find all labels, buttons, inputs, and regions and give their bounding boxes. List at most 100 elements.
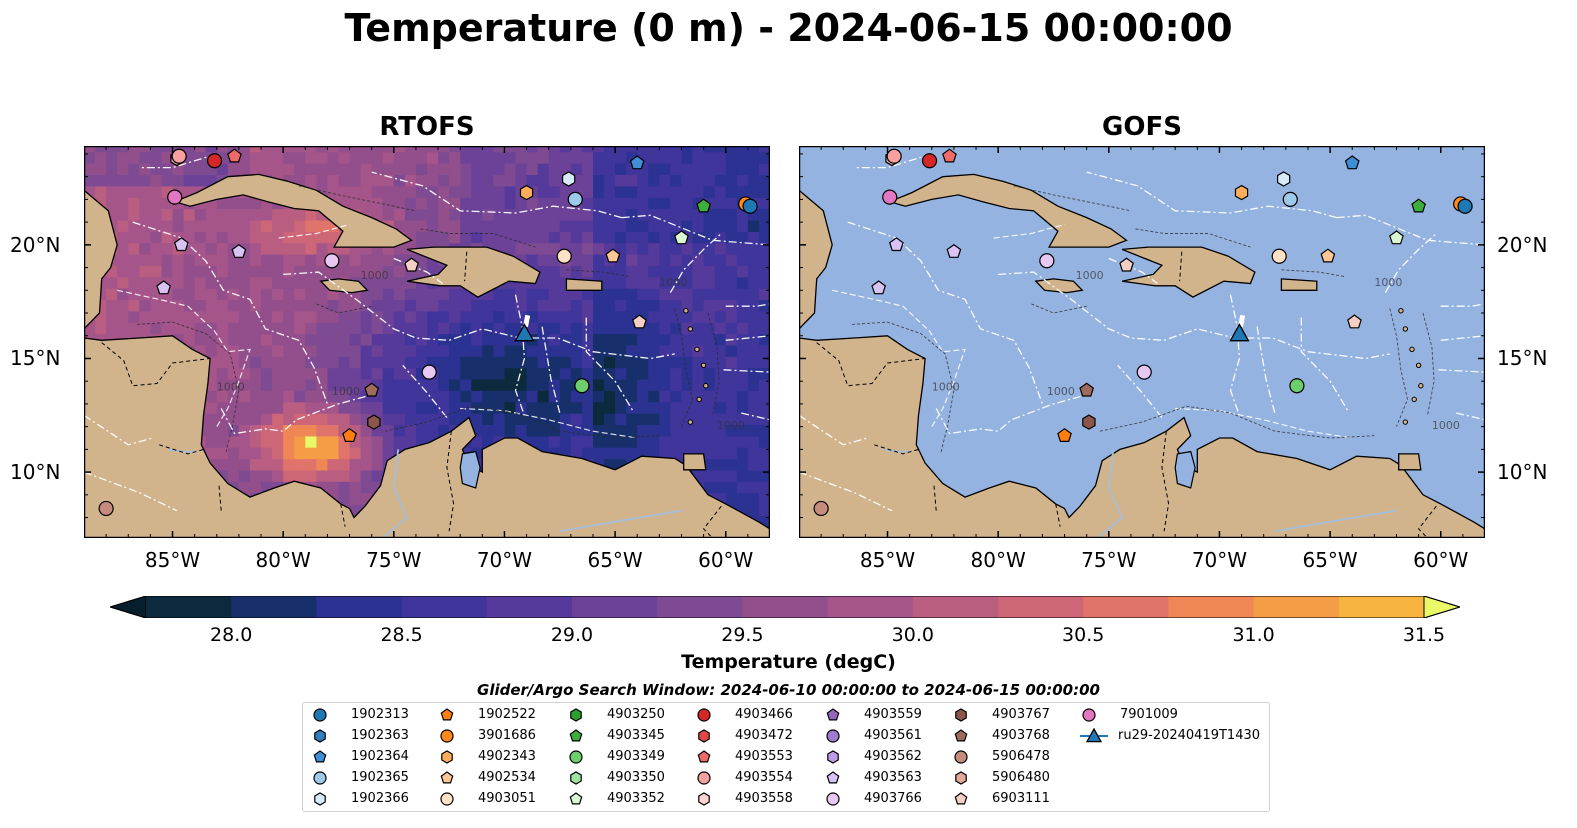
legend-marker-icon — [440, 771, 454, 784]
panel-title-rtofs: RTOFS — [379, 112, 475, 142]
legend-label: 4903558 — [735, 791, 793, 806]
float-marker-4903466 — [921, 153, 938, 169]
colorbar-segment — [486, 596, 573, 618]
float-marker-1902364 — [1344, 155, 1360, 170]
argo-floats — [813, 148, 1473, 517]
legend-marker-icon — [313, 750, 327, 763]
x-tick-label: 65°W — [587, 548, 643, 572]
colorbar-tick-label: 29.0 — [550, 624, 594, 646]
float-marker-1902365 — [1282, 191, 1298, 208]
legend: 1902313 1902363 1902364 1902365 1902366 19025… — [302, 702, 1270, 812]
colorbar-segment — [998, 596, 1084, 618]
country-borders — [101, 251, 722, 538]
legend-label: 4903250 — [607, 707, 665, 722]
tick-marks — [799, 146, 1485, 538]
colorbar-tick-label: 30.5 — [1062, 624, 1105, 646]
float-marker-6903111 — [404, 257, 419, 272]
legend-label: 4903051 — [478, 791, 536, 806]
contour-label: 1000 — [361, 269, 389, 282]
map-frame — [799, 146, 1485, 538]
legend-label: 4903766 — [864, 791, 922, 806]
colorbar-segment — [1338, 596, 1425, 618]
colorbar-tick-label: 28.0 — [210, 624, 253, 646]
y-tick-label: 20°N — [10, 232, 61, 257]
float-marker-4903563 — [888, 237, 904, 252]
float-marker-6903111 — [1119, 257, 1134, 272]
legend-marker-icon — [314, 792, 326, 806]
legend-label: 4903350 — [607, 770, 665, 785]
x-tick-label: 70°W — [1191, 548, 1248, 572]
colorbar-tick-label: 31.5 — [1402, 624, 1446, 646]
float-marker-4903352 — [674, 230, 689, 245]
float-marker-4903051 — [1271, 248, 1287, 264]
float-marker-4903553 — [227, 148, 242, 163]
tick-marks — [84, 146, 770, 538]
legend-marker-icon — [440, 708, 454, 721]
float-marker-1902366 — [562, 171, 576, 187]
lake-maracaibo — [459, 450, 481, 489]
legend-marker-icon — [697, 750, 711, 763]
float-marker-4902534 — [1320, 248, 1336, 263]
float-marker-4903766 — [324, 253, 340, 269]
legend-marker-icon — [698, 792, 710, 806]
legend-label: 4903349 — [607, 749, 665, 764]
legend-label: 1902365 — [351, 770, 409, 785]
legend-marker-icon — [954, 729, 968, 742]
float-marker-4903349 — [574, 378, 590, 394]
x-tick-label: 80°W — [970, 548, 1026, 572]
x-tick-label: 85°W — [144, 548, 201, 572]
legend-label: 4903768 — [992, 728, 1050, 743]
legend-label: 4903553 — [735, 749, 793, 764]
y-tick-label: 15°N — [10, 346, 61, 371]
colorbar-over-arrow — [1423, 596, 1460, 618]
float-marker-4903349 — [1289, 378, 1305, 394]
legend-label: 4903345 — [607, 728, 665, 743]
float-marker-4903563 — [871, 280, 887, 295]
lake-maracaibo — [1174, 450, 1196, 489]
legend-label: 3901686 — [478, 728, 536, 743]
float-marker-4902534 — [605, 248, 621, 263]
map-frame — [84, 146, 770, 538]
legend-marker-icon — [1080, 728, 1108, 743]
colorbar-tick-label: 28.5 — [380, 624, 423, 646]
float-marker-4903767 — [367, 414, 381, 430]
x-tick-label: 75°W — [1081, 548, 1137, 572]
legend-label: 5906478 — [992, 749, 1050, 764]
x-tick-label: 70°W — [476, 548, 533, 572]
search-window-caption: Glider/Argo Search Window: 2024-06-10 00… — [477, 681, 1100, 699]
contour-label: 1000 — [932, 380, 960, 393]
contour-label: 1000 — [1374, 276, 1402, 289]
float-marker-7901009 — [882, 189, 898, 205]
legend-label: 4903561 — [864, 728, 922, 743]
float-marker-4903345 — [696, 198, 712, 213]
colorbar-tick-label: 29.5 — [721, 624, 764, 646]
legend-label: 4903466 — [735, 707, 793, 722]
float-marker-5906478 — [98, 500, 114, 517]
bathymetry-contours — [852, 185, 1435, 455]
shelf-outlines — [832, 223, 1353, 439]
eez-boundaries — [799, 153, 1485, 512]
float-marker-7901009 — [167, 189, 183, 205]
float-marker-4903768 — [1079, 382, 1095, 397]
colorbar-segment — [146, 596, 232, 618]
legend-label: 4903562 — [864, 749, 922, 764]
float-marker-4903466 — [206, 153, 223, 169]
legend-marker-icon — [440, 729, 454, 743]
legend-label: 1902313 — [351, 707, 409, 722]
legend-marker-icon — [570, 708, 582, 722]
float-marker-4903563 — [173, 237, 189, 252]
contour-label: 1000 — [332, 385, 360, 398]
contour-label: 1000 — [1076, 269, 1104, 282]
legend-label: 4903767 — [992, 707, 1050, 722]
legend-label: 1902366 — [351, 791, 409, 806]
legend-marker-icon — [313, 708, 327, 722]
legend-marker-icon — [826, 792, 840, 806]
float-marker-4903051 — [556, 248, 572, 264]
float-marker-4903563 — [231, 243, 247, 258]
float-marker-5906478 — [813, 500, 829, 517]
rivers — [882, 448, 1397, 538]
y-tick-label: 10°N — [10, 460, 61, 485]
land — [799, 173, 1485, 538]
contour-label: 1000 — [1432, 419, 1460, 432]
float-marker-1902313 — [1457, 198, 1473, 214]
